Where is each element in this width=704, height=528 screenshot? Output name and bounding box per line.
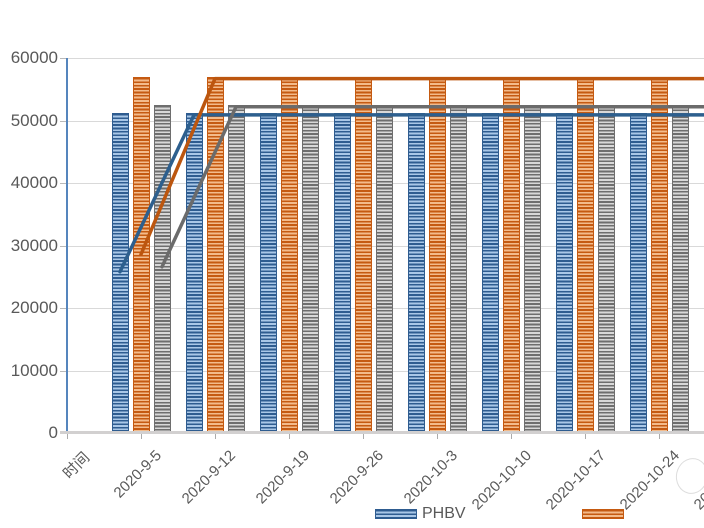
- data-line: [118, 113, 704, 274]
- x-axis-tick: [215, 434, 216, 439]
- x-axis-tick: [289, 434, 290, 439]
- y-axis-tick-label: 10000: [10, 360, 58, 380]
- x-axis-tick: [363, 434, 364, 439]
- y-axis-tick: [60, 308, 66, 309]
- y-grid-line: [67, 58, 704, 59]
- x-axis-tick: [141, 434, 142, 439]
- x-axis-tick: [67, 434, 68, 439]
- y-axis-tick-label: 0: [48, 423, 58, 442]
- y-axis-tick-label: 40000: [10, 173, 58, 192]
- y-axis-tick: [60, 58, 66, 59]
- y-axis-tick-label: 60000: [10, 48, 58, 67]
- x-axis-tick: [511, 434, 512, 439]
- y-axis-tick: [60, 370, 66, 372]
- data-line: [160, 105, 704, 269]
- data-line: [139, 76, 704, 257]
- y-axis-tick-label: 20000: [10, 298, 58, 317]
- x-axis-tick: [437, 434, 438, 439]
- y-axis-tick-label: 30000: [10, 235, 58, 255]
- x-axis-tick: [659, 434, 660, 439]
- y-axis-tick: [60, 120, 66, 122]
- y-axis-tick: [60, 183, 66, 184]
- y-axis-tick: [60, 245, 66, 247]
- y-axis-tick-label: 50000: [10, 110, 58, 130]
- y-axis-line: [66, 58, 68, 433]
- bar: [153, 104, 171, 433]
- x-axis-line: [60, 431, 704, 434]
- x-axis-tick: [585, 434, 586, 439]
